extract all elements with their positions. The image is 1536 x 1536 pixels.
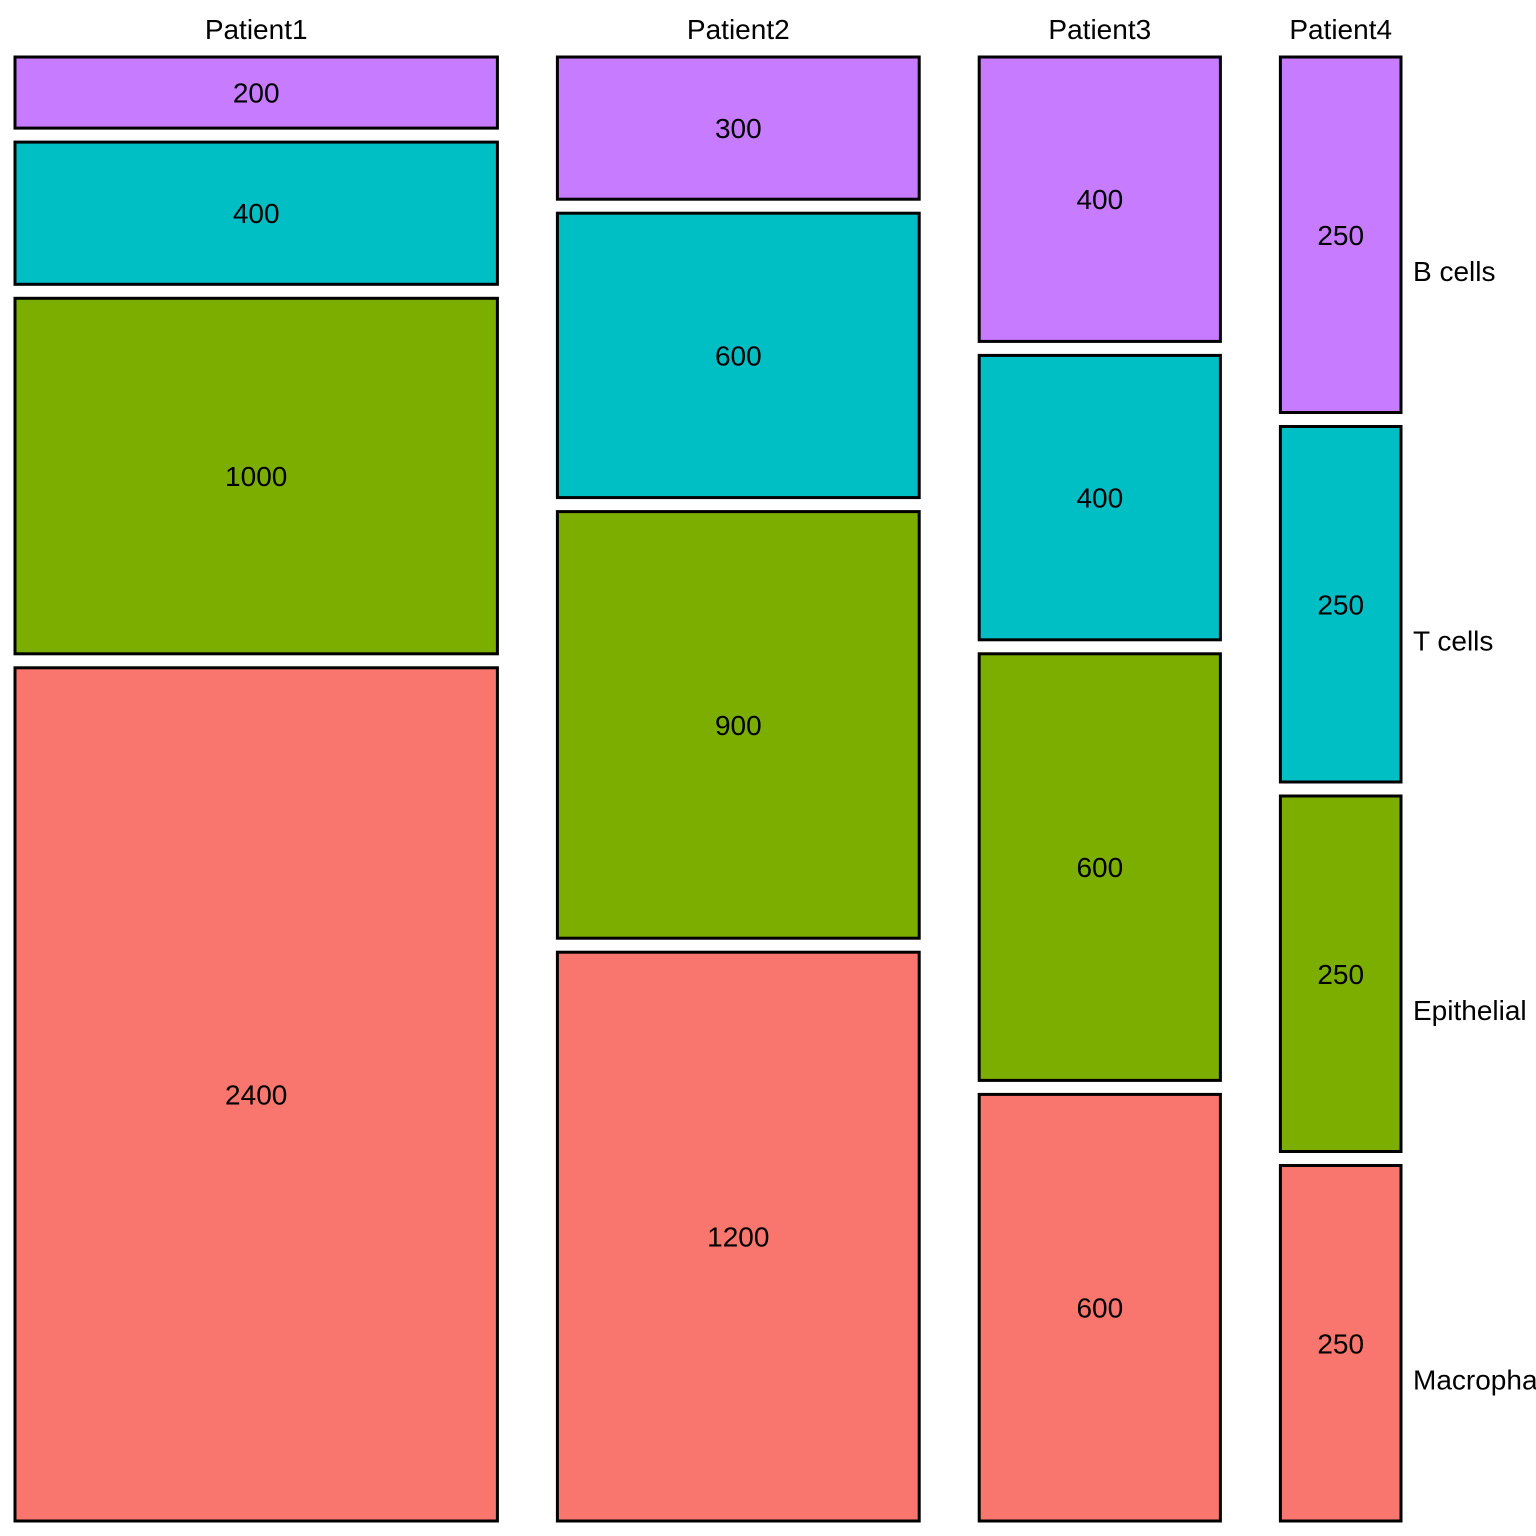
- tile-value-label: 1200: [707, 1222, 769, 1253]
- tile-value-label: 600: [1076, 852, 1123, 883]
- tile-value-label: 400: [233, 198, 280, 229]
- mosaic-tile: [977, 55, 1222, 343]
- mosaic-tile: [13, 296, 499, 656]
- cell-type-label: T cells: [1413, 625, 1493, 656]
- mosaic-tile: [555, 950, 921, 1523]
- tile-value-label: 250: [1317, 589, 1364, 620]
- patient-header: Patient4: [1289, 14, 1392, 45]
- tile-value-label: 250: [1317, 959, 1364, 990]
- tile-value-label: 400: [1076, 184, 1123, 215]
- mosaic-tile: [1278, 425, 1403, 784]
- cell-type-label: Macrophages: [1413, 1364, 1536, 1395]
- tile-value-label: 600: [715, 340, 762, 371]
- mosaic-tile: [13, 140, 499, 286]
- mosaic-tile: [977, 353, 1222, 642]
- tile-value-label: 1000: [225, 461, 287, 492]
- tile-value-label: 200: [233, 78, 280, 109]
- tile-value-label: 250: [1317, 1328, 1364, 1359]
- mosaic-tile: [977, 1092, 1222, 1523]
- mosaic-tile: [977, 652, 1222, 1082]
- patient-header: Patient3: [1048, 14, 1151, 45]
- cell-type-label: B cells: [1413, 256, 1495, 287]
- mosaic-tile: [555, 510, 921, 940]
- mosaic-tile: [13, 666, 499, 1523]
- patient-header: Patient1: [205, 14, 308, 45]
- cell-type-label: Epithelial: [1413, 995, 1527, 1026]
- tile-value-label: 400: [1076, 483, 1123, 514]
- tile-value-label: 300: [715, 113, 762, 144]
- mosaic-tile: [555, 55, 921, 201]
- mosaic-tile: [1278, 1164, 1403, 1523]
- mosaic-tile: [555, 211, 921, 500]
- tile-value-label: 900: [715, 710, 762, 741]
- tile-value-label: 600: [1076, 1293, 1123, 1324]
- tile-value-label: 2400: [225, 1079, 287, 1110]
- mosaic-tile: [13, 55, 499, 130]
- mosaic-tile: [1278, 794, 1403, 1153]
- patient-header: Patient2: [687, 14, 790, 45]
- tile-value-label: 250: [1317, 220, 1364, 251]
- mosaic-tile: [1278, 55, 1403, 414]
